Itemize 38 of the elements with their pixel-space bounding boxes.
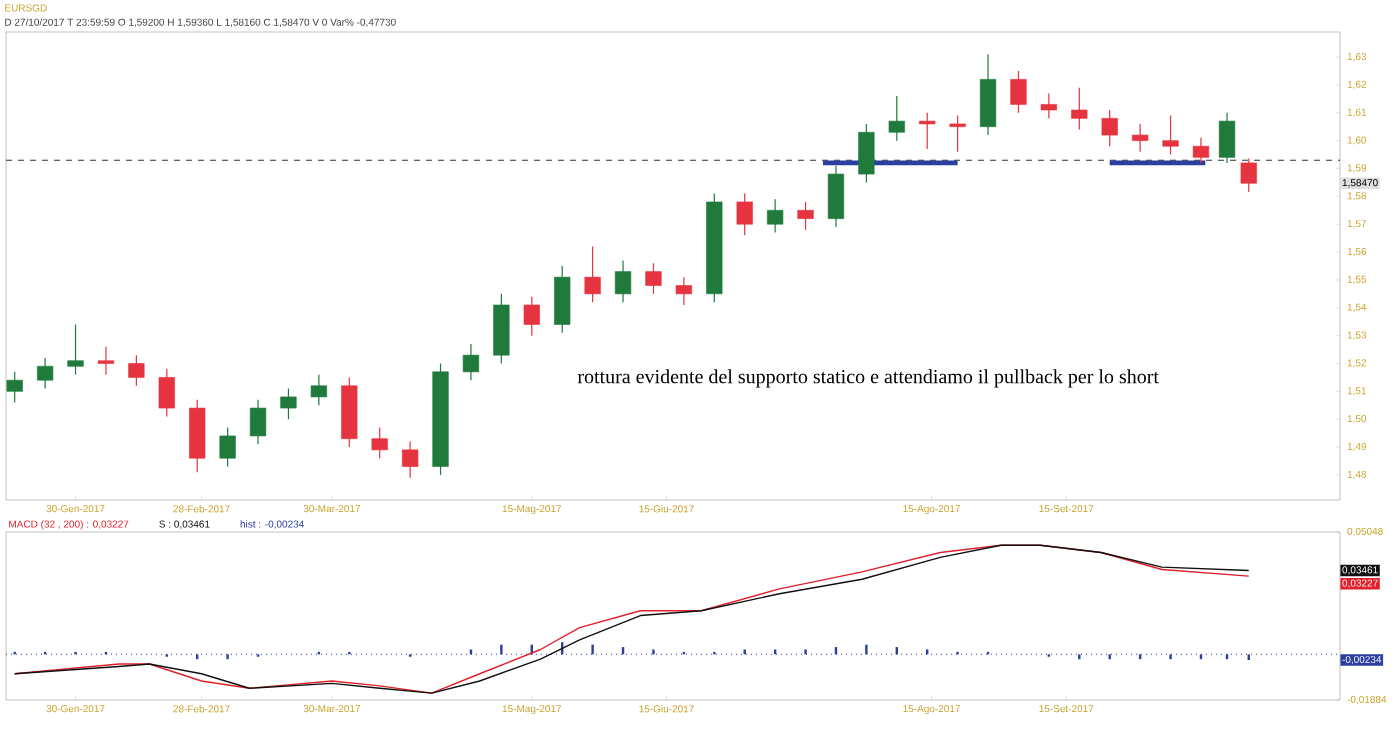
candlestick — [767, 198, 784, 234]
candlestick — [584, 245, 601, 303]
candlestick — [310, 374, 327, 406]
annotation: rottura evidente del supporto statico e attendiamo il pullback per lo short — [577, 369, 1159, 388]
candlestick — [523, 296, 540, 337]
candlestick — [1132, 123, 1149, 153]
candlestick — [888, 95, 905, 142]
candlestick — [67, 323, 84, 376]
candlestick — [736, 192, 753, 236]
candlestick — [827, 165, 845, 228]
candlestick — [675, 276, 692, 306]
candlestick — [919, 112, 936, 150]
candlestick — [949, 114, 966, 153]
candlestick — [1192, 137, 1210, 164]
candlestick — [462, 343, 480, 381]
candlestick — [1040, 92, 1057, 119]
candlestick — [554, 265, 571, 334]
candlestick — [614, 259, 632, 303]
candlestick — [37, 357, 54, 390]
candlestick — [858, 123, 875, 184]
candlestick — [128, 354, 145, 387]
candlestick — [97, 346, 115, 376]
candlestick — [219, 426, 236, 468]
candlestick — [249, 399, 267, 445]
candlestick — [158, 368, 175, 418]
candlestick — [402, 440, 419, 479]
candlestick — [797, 201, 814, 231]
candlestick — [280, 387, 297, 420]
candlestick — [1218, 112, 1236, 164]
candlestick — [1240, 157, 1257, 193]
candlestick — [645, 262, 662, 295]
candlestick — [1162, 114, 1179, 156]
candlestick — [979, 53, 997, 136]
candlestick — [371, 426, 388, 459]
candlestick — [1101, 109, 1118, 147]
candlestick — [1071, 87, 1088, 131]
candlestick — [6, 371, 23, 404]
candlestick — [1010, 70, 1027, 114]
